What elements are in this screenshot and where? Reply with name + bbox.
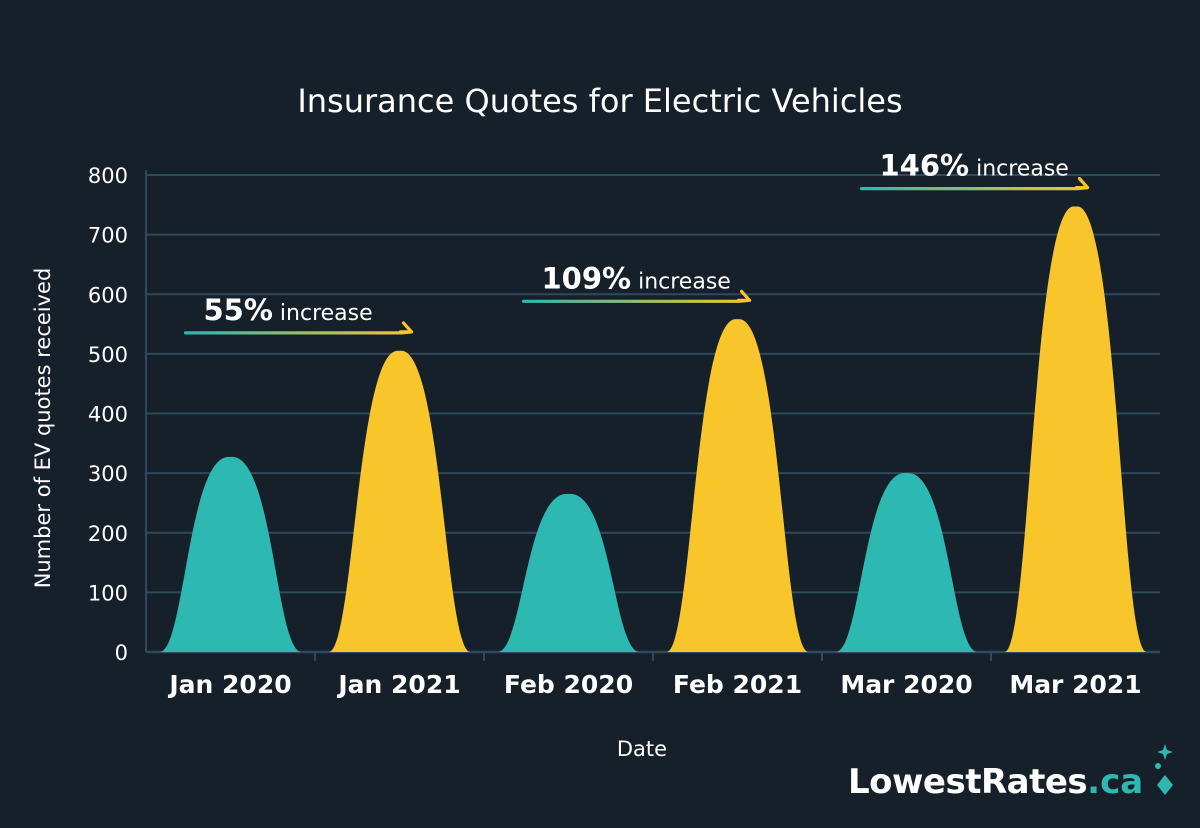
y-tick-label: 100: [88, 581, 128, 605]
annotation-word: increase: [280, 301, 373, 326]
y-axis-label: Number of EV quotes received: [31, 268, 55, 589]
annotation-arrowhead: [736, 289, 752, 302]
logo-tld: .ca: [1087, 762, 1143, 802]
x-tick-label: Feb 2021: [673, 670, 802, 699]
plot-area: [159, 206, 1147, 652]
y-tick-label: 0: [115, 641, 128, 665]
x-tick-label: Feb 2020: [504, 670, 633, 699]
annotation-percent: 55%: [204, 293, 273, 327]
annotation-word: increase: [638, 269, 731, 294]
x-axis: Jan 2020 Jan 2021 Feb 2020 Feb 2021 Mar 2020…: [167, 670, 1141, 699]
chart-title: Insurance Quotes for Electric Vehicles: [297, 82, 902, 120]
grid: [145, 170, 1160, 661]
increase-annotation: 55% increase: [183, 293, 414, 335]
annotation-percent: 109%: [542, 261, 632, 295]
brand-logo: LowestRates.ca: [848, 744, 1173, 802]
annotation-percent: 146%: [880, 149, 970, 183]
increase-annotation: 109% increase: [521, 261, 752, 303]
y-tick-label: 700: [88, 224, 128, 248]
peak-mar-2020: [835, 473, 978, 652]
logo-wordmark: LowestRates: [848, 762, 1087, 802]
y-tick-label: 800: [88, 164, 128, 188]
annotation-label: 146% increase: [880, 149, 1069, 183]
peak-mar-2021: [1004, 206, 1147, 652]
annotation-label: 109% increase: [542, 261, 731, 295]
annotation-word: increase: [976, 157, 1069, 182]
annotation-line: [521, 298, 752, 303]
peak-jan-2021: [328, 350, 471, 652]
y-tick-label: 300: [88, 462, 128, 486]
y-tick-label: 500: [88, 343, 128, 367]
annotation-arrowhead: [1074, 177, 1090, 190]
annotation-line: [183, 330, 414, 335]
sparkle-diamond-icon: [1155, 744, 1173, 795]
peak-feb-2021: [666, 319, 809, 652]
annotation-label: 55% increase: [204, 293, 373, 327]
y-tick-label: 200: [88, 522, 128, 546]
y-axis: 0 100 200 300 400 500 600 700 800: [88, 164, 128, 665]
annotation-line: [859, 186, 1090, 191]
increase-annotation: 146% increase: [859, 149, 1090, 191]
y-tick-label: 600: [88, 283, 128, 307]
peak-jan-2020: [159, 456, 302, 652]
peak-feb-2020: [497, 493, 640, 652]
x-tick-label: Mar 2021: [1009, 670, 1141, 699]
x-axis-label: Date: [617, 737, 667, 761]
annotation-arrowhead: [398, 321, 414, 334]
y-tick-label: 400: [88, 403, 128, 427]
x-tick-label: Jan 2021: [336, 670, 460, 699]
svg-text:LowestRates.ca: LowestRates.ca: [848, 762, 1143, 802]
x-tick-label: Mar 2020: [840, 670, 972, 699]
x-tick-label: Jan 2020: [167, 670, 291, 699]
